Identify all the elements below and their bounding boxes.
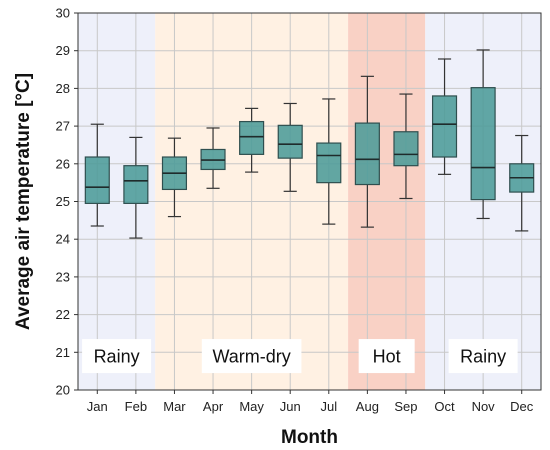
x-tick-label: Apr — [203, 399, 224, 414]
x-tick-label: Jun — [280, 399, 301, 414]
y-tick-label: 28 — [56, 81, 70, 96]
iqr-box — [84, 156, 110, 204]
y-axis: 20 21 22 23 24 25 26 27 28 29 30 — [56, 6, 78, 398]
box-aug — [354, 75, 380, 228]
season-label-bg — [448, 339, 518, 374]
iqr-box — [431, 95, 458, 158]
season-label: Rainy — [82, 339, 152, 374]
iqr-box — [393, 131, 419, 167]
x-tick-label: Aug — [356, 399, 379, 414]
season-label-text: Rainy — [94, 347, 140, 367]
season-label-text: Warm-dry — [212, 347, 290, 367]
season-label-text: Rainy — [460, 347, 506, 367]
iqr-box — [470, 87, 496, 201]
y-tick-label: 30 — [56, 6, 70, 21]
y-axis-title: Average air temperature [°C] — [13, 73, 34, 330]
box-series — [84, 49, 535, 239]
x-tick-label: Jan — [87, 399, 108, 414]
y-tick-label: 25 — [56, 194, 70, 209]
x-tick-label: Feb — [125, 399, 147, 414]
box-dec — [509, 134, 535, 232]
box-oct — [431, 58, 458, 175]
y-tick-label: 29 — [56, 43, 70, 58]
iqr-box — [277, 124, 303, 159]
season-label: Hot — [358, 339, 415, 374]
y-tick-label: 21 — [56, 345, 70, 360]
y-tick-label: 26 — [56, 156, 70, 171]
season-label-bg — [82, 339, 152, 374]
season-labels: Rainy Warm-dry Hot Rainy — [82, 339, 518, 374]
y-tick-label: 20 — [56, 383, 70, 398]
season-label: Rainy — [448, 339, 518, 374]
x-tick-label: Mar — [163, 399, 186, 414]
box-jun — [277, 102, 303, 192]
box-jul — [316, 98, 342, 225]
box-feb — [123, 136, 149, 239]
y-tick-label: 23 — [56, 269, 70, 284]
iqr-box — [316, 142, 342, 184]
y-tick-label: 22 — [56, 307, 70, 322]
x-tick-label: Oct — [434, 399, 455, 414]
box-may — [239, 107, 265, 173]
box-apr — [200, 127, 226, 189]
box-jan — [84, 123, 110, 227]
box-sep — [393, 93, 419, 200]
box-mar — [161, 137, 188, 218]
season-label-bg — [358, 339, 415, 374]
x-axis: Jan Feb Mar Apr May Jun Jul Aug Sep Oct Nov Dec — [87, 390, 534, 414]
season-label-bg — [201, 339, 302, 374]
x-tick-label: Sep — [394, 399, 417, 414]
x-tick-label: Jul — [320, 399, 337, 414]
iqr-box — [239, 120, 265, 155]
season-label-text: Hot — [373, 347, 401, 367]
iqr-box — [123, 165, 149, 204]
iqr-box — [354, 122, 380, 186]
x-axis-title: Month — [281, 427, 338, 448]
y-tick-label: 27 — [56, 119, 70, 134]
x-tick-label: May — [239, 399, 264, 414]
box-nov — [470, 49, 496, 220]
x-tick-label: Dec — [510, 399, 534, 414]
season-label: Warm-dry — [201, 339, 302, 374]
x-tick-label: Nov — [472, 399, 496, 414]
y-tick-label: 24 — [56, 232, 70, 247]
